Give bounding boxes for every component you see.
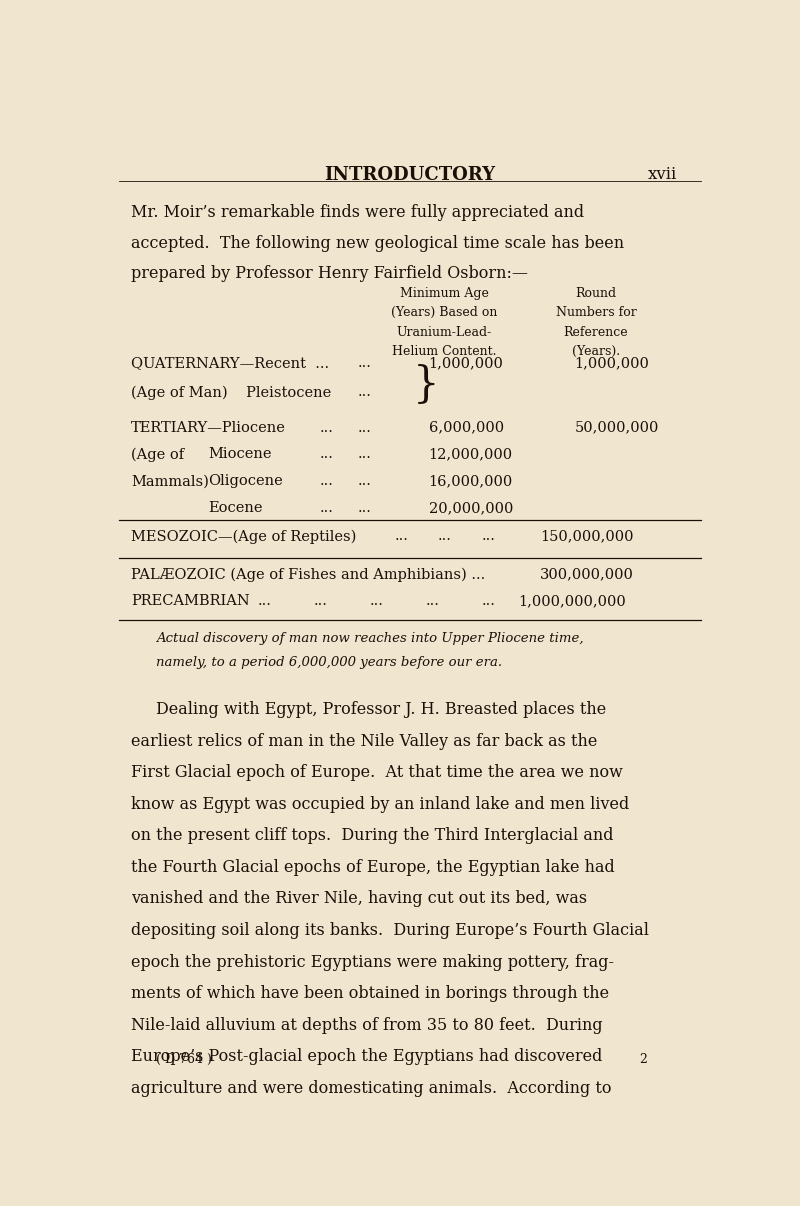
Text: ...: ... <box>320 474 334 488</box>
Text: ...: ... <box>426 595 439 608</box>
Text: ...: ... <box>358 502 371 515</box>
Text: agriculture and were domesticating animals.  According to: agriculture and were domesticating anima… <box>131 1079 611 1096</box>
Text: 12,000,000: 12,000,000 <box>429 447 513 462</box>
Text: }: } <box>413 364 440 406</box>
Text: Mr. Moir’s remarkable finds were fully appreciated and: Mr. Moir’s remarkable finds were fully a… <box>131 204 584 221</box>
Text: INTRODUCTORY: INTRODUCTORY <box>325 166 495 185</box>
Text: ...: ... <box>358 385 371 399</box>
Text: Helium Content.: Helium Content. <box>392 345 496 358</box>
Text: ments of which have been obtained in borings through the: ments of which have been obtained in bor… <box>131 985 609 1002</box>
Text: 1,000,000,000: 1,000,000,000 <box>518 595 626 608</box>
Text: ...: ... <box>320 502 334 515</box>
Text: PALÆOZOIC (Age of Fishes and Amphibians) ...: PALÆOZOIC (Age of Fishes and Amphibians)… <box>131 567 486 581</box>
Text: Nile-laid alluvium at depths of from 35 to 80 feet.  During: Nile-laid alluvium at depths of from 35 … <box>131 1017 602 1034</box>
Text: ...: ... <box>320 421 334 434</box>
Text: Actual discovery of man now reaches into Upper Pliocene time,: Actual discovery of man now reaches into… <box>156 632 583 645</box>
Text: QUATERNARY—Recent  ...: QUATERNARY—Recent ... <box>131 357 329 370</box>
Text: TERTIARY—Pliocene: TERTIARY—Pliocene <box>131 421 286 434</box>
Text: know as Egypt was occupied by an inland lake and men lived: know as Egypt was occupied by an inland … <box>131 796 630 813</box>
Text: 150,000,000: 150,000,000 <box>540 529 634 543</box>
Text: Numbers for: Numbers for <box>556 306 636 320</box>
Text: Round: Round <box>575 287 617 300</box>
Text: Eocene: Eocene <box>209 502 263 515</box>
Text: vanished and the River Nile, having cut out its bed, was: vanished and the River Nile, having cut … <box>131 890 587 907</box>
Text: ...: ... <box>438 529 452 543</box>
Text: First Glacial epoch of Europe.  At that time the area we now: First Glacial epoch of Europe. At that t… <box>131 765 623 781</box>
Text: PRECAMBRIAN: PRECAMBRIAN <box>131 595 250 608</box>
Text: depositing soil along its banks.  During Europe’s Fourth Glacial: depositing soil along its banks. During … <box>131 921 649 939</box>
Text: ...: ... <box>358 474 371 488</box>
Text: ...: ... <box>314 595 328 608</box>
Text: ...: ... <box>358 421 371 434</box>
Text: accepted.  The following new geological time scale has been: accepted. The following new geological t… <box>131 235 624 252</box>
Text: namely, to a period 6,000,000 years before our era.: namely, to a period 6,000,000 years befo… <box>156 656 502 669</box>
Text: 20,000,000: 20,000,000 <box>429 502 513 515</box>
Text: (Age of Man)    Pleistocene: (Age of Man) Pleistocene <box>131 385 331 399</box>
Text: Minimum Age: Minimum Age <box>400 287 489 300</box>
Text: 16,000,000: 16,000,000 <box>429 474 513 488</box>
Text: epoch the prehistoric Egyptians were making pottery, frag-: epoch the prehistoric Egyptians were mak… <box>131 954 614 971</box>
Text: Uranium-Lead-: Uranium-Lead- <box>397 326 492 339</box>
Text: prepared by Professor Henry Fairfield Osborn:—: prepared by Professor Henry Fairfield Os… <box>131 265 528 282</box>
Text: ...: ... <box>358 447 371 462</box>
Text: ...: ... <box>370 595 383 608</box>
Text: Mammals): Mammals) <box>131 474 209 488</box>
Text: (Years) Based on: (Years) Based on <box>391 306 498 320</box>
Text: 50,000,000: 50,000,000 <box>574 421 658 434</box>
Text: (Age of: (Age of <box>131 447 184 462</box>
Text: ...: ... <box>394 529 408 543</box>
Text: 300,000,000: 300,000,000 <box>540 567 634 581</box>
Text: on the present cliff tops.  During the Third Interglacial and: on the present cliff tops. During the Th… <box>131 827 614 844</box>
Text: 1,000,000: 1,000,000 <box>574 357 649 370</box>
Text: (Years).: (Years). <box>572 345 620 358</box>
Text: xvii: xvii <box>647 166 677 183</box>
Text: ...: ... <box>482 595 495 608</box>
Text: ...: ... <box>482 529 495 543</box>
Text: Reference: Reference <box>564 326 628 339</box>
Text: ( D 764 ): ( D 764 ) <box>156 1053 212 1066</box>
Text: ...: ... <box>320 447 334 462</box>
Text: the Fourth Glacial epochs of Europe, the Egyptian lake had: the Fourth Glacial epochs of Europe, the… <box>131 859 614 876</box>
Text: ...: ... <box>258 595 272 608</box>
Text: Miocene: Miocene <box>209 447 272 462</box>
Text: 6,000,000: 6,000,000 <box>429 421 504 434</box>
Text: earliest relics of man in the Nile Valley as far back as the: earliest relics of man in the Nile Valle… <box>131 732 598 750</box>
Text: Europe’s Post-glacial epoch the Egyptians had discovered: Europe’s Post-glacial epoch the Egyptian… <box>131 1048 602 1065</box>
Text: Dealing with Egypt, Professor J. H. Breasted places the: Dealing with Egypt, Professor J. H. Brea… <box>156 701 606 718</box>
Text: 2: 2 <box>639 1053 647 1066</box>
Text: MESOZOIC—(Age of Reptiles): MESOZOIC—(Age of Reptiles) <box>131 529 356 544</box>
Text: ...: ... <box>358 357 371 370</box>
Text: Oligocene: Oligocene <box>209 474 283 488</box>
Text: 1,000,000: 1,000,000 <box>429 357 503 370</box>
